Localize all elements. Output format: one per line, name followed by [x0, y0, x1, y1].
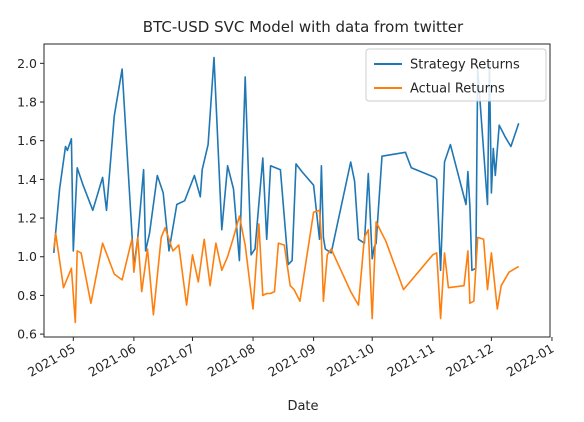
y-tick-label: 0.8 [17, 288, 37, 303]
x-axis-label: Date [287, 399, 318, 414]
series-group [53, 56, 520, 324]
x-tick-label: 2021-10 [324, 341, 377, 380]
x-tick-label: 2021-11 [385, 341, 438, 380]
legend-label: Strategy Returns [410, 58, 520, 73]
x-tick-label: 2021-06 [86, 341, 139, 380]
y-tick-label: 1.6 [17, 133, 37, 148]
x-tick-label: 2021-09 [265, 341, 318, 380]
y-tick-label: 1.8 [17, 95, 37, 110]
chart-title: BTC-USD SVC Model with data from twitter [143, 18, 464, 36]
x-tick-label: 2022-01 [504, 341, 557, 380]
y-axis: 0.6 0.8 1.0 1.2 1.4 1.6 1.8 2.0 [17, 56, 44, 342]
y-tick-label: 2.0 [17, 56, 37, 71]
legend-label: Actual Returns [410, 82, 505, 97]
x-axis: 2021-05 2021-06 2021-07 2021-08 2021-09 2021-… [25, 337, 556, 380]
y-tick-label: 1.2 [17, 211, 37, 226]
x-tick-label: 2021-05 [25, 341, 78, 380]
plot-area-frame [43, 43, 551, 338]
x-tick-label: 2021-08 [205, 341, 258, 380]
series-line-actual-returns [53, 209, 520, 324]
legend-box [365, 48, 547, 102]
y-tick-label: 1.4 [17, 172, 37, 187]
x-tick-label: 2021-12 [443, 341, 496, 380]
y-tick-label: 1.0 [17, 249, 37, 264]
legend: Strategy Returns Actual Returns [365, 48, 547, 102]
x-tick-label: 2021-07 [144, 341, 197, 380]
y-tick-label: 0.6 [17, 327, 37, 342]
